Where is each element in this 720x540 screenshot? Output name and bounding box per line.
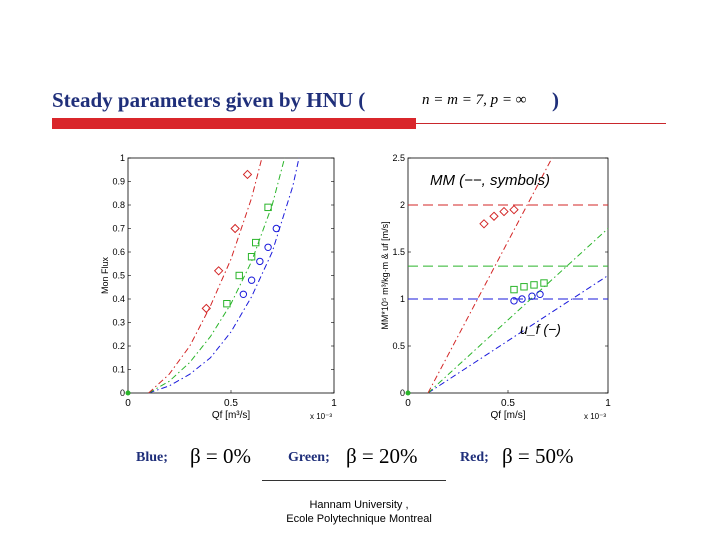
x-tick-label: 0.5: [224, 398, 238, 409]
diamond-marker: [479, 219, 489, 229]
legend-green-equation: β = 20%: [346, 444, 418, 468]
x-axis-label: Qf [m/s]: [491, 410, 526, 421]
circle-marker: [247, 276, 256, 284]
square-marker: [264, 203, 272, 212]
circle-marker: [264, 243, 272, 252]
y-tick-label: 2.5: [392, 153, 405, 163]
square-marker: [247, 253, 256, 261]
y-tick-label: 0.1: [112, 365, 125, 375]
y-tick-label: 0.8: [112, 200, 125, 210]
footer-line-1: Hannam University ,: [309, 499, 409, 511]
x-axis-label: Qf [m³/s]: [212, 410, 251, 421]
series-line-5: [427, 157, 553, 394]
slide-title: Steady parameters given by HNU (: [52, 88, 366, 112]
y-tick-label: 1: [400, 294, 405, 304]
y-tick-label: 0.6: [112, 247, 125, 257]
plot-frame: [407, 157, 609, 394]
legend-blue-equation: β = 0%: [190, 444, 252, 468]
footer: Hannam University , Ecole Polytechnique …: [262, 498, 456, 526]
title-accent-bar: [52, 118, 416, 129]
circle-marker: [256, 257, 264, 266]
title-equation: n = m = 7, p = ∞: [422, 92, 527, 108]
title-close-paren: ): [552, 88, 559, 112]
y-tick-label: 0: [400, 388, 405, 398]
square-marker: [530, 281, 538, 289]
circle-marker: [510, 297, 518, 305]
square-marker: [223, 300, 231, 308]
series-line-3: [427, 275, 609, 394]
x-axis-exponent: x 10⁻³: [310, 412, 332, 421]
circle-marker: [536, 290, 544, 299]
square-marker: [520, 283, 528, 291]
footer-line-2: Ecole Polytechnique Montreal: [286, 513, 432, 525]
footer-rule: [262, 480, 446, 481]
legend-red-label: Red;: [460, 450, 489, 465]
plot-frame: [127, 157, 335, 394]
x-tick-label: 0.5: [501, 398, 515, 409]
y-tick-label: 0.7: [112, 224, 125, 234]
square-marker: [235, 271, 243, 280]
legend-red-equation: β = 50%: [502, 444, 574, 468]
diamond-marker: [489, 211, 499, 221]
series-line-1: [148, 157, 286, 394]
y-tick-label: 0.2: [112, 341, 125, 351]
diamond-marker: [201, 303, 211, 314]
series-line-2: [148, 157, 263, 394]
y-axis-label: Mon Flux: [100, 256, 110, 294]
circle-marker: [272, 224, 281, 233]
x-axis-exponent: x 10⁻³: [584, 412, 606, 421]
title-divider-line: [416, 123, 666, 124]
x-tick-label: 0: [125, 398, 131, 409]
square-marker: [510, 285, 518, 294]
y-tick-label: 1.5: [392, 247, 405, 257]
x-tick-label: 1: [331, 398, 337, 409]
y-tick-label: 0.5: [392, 341, 405, 351]
series-line-0: [148, 157, 300, 394]
diamond-marker: [213, 266, 224, 276]
y-tick-label: 2: [400, 200, 405, 210]
mm-uf-chart: 0 0.5 1 1.5 2 2.5 0 0.5 1 Qf [m/s] x 10⁻³ MM*10⁵ m³…: [380, 153, 611, 421]
y-tick-label: 0.3: [112, 318, 125, 328]
y-tick-label: 0.4: [112, 294, 125, 304]
circle-marker: [518, 295, 526, 303]
diamond-marker: [509, 204, 519, 215]
series-line-4: [427, 228, 609, 394]
y-tick-label: 0.5: [112, 271, 125, 281]
circle-marker: [239, 290, 248, 299]
legend-blue-label: Blue;: [136, 450, 168, 465]
square-marker: [540, 279, 548, 287]
annotation-mm: MM (−−, symbols): [430, 172, 550, 189]
y-axis-label: MM*10⁵ m³/kg·m & uf [m/s]: [380, 221, 390, 329]
origin-marker: [125, 390, 131, 396]
square-marker: [252, 238, 260, 247]
x-tick-label: 0: [405, 398, 411, 409]
y-tick-label: 0: [120, 388, 125, 398]
x-tick-label: 1: [605, 398, 611, 409]
mon-flux-chart: 0 0.1 0.2 0.3 0.4 0.5 0.6 0.7 0.8 0.9 1 0 0.5 1 Qf [m³…: [100, 153, 337, 421]
circle-marker: [528, 292, 536, 300]
diamond-marker: [242, 169, 253, 180]
legend-green-label: Green;: [288, 450, 330, 465]
y-tick-label: 1: [120, 153, 125, 163]
diamond-marker: [499, 206, 509, 217]
origin-marker: [405, 390, 411, 396]
y-tick-label: 0.9: [112, 177, 125, 187]
diamond-marker: [230, 223, 240, 234]
annotation-uf: u_f (−): [520, 321, 561, 337]
